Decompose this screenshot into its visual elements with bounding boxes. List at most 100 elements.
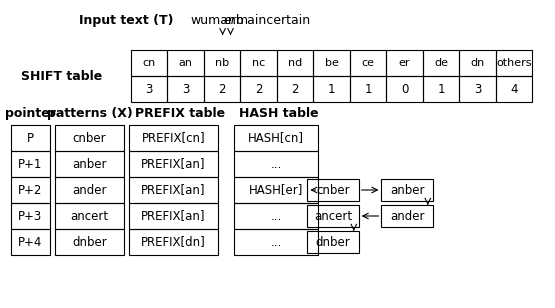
Text: be: be	[325, 58, 339, 68]
Text: nc: nc	[252, 58, 265, 68]
Bar	[55, 151, 124, 177]
Text: ancert: ancert	[314, 209, 352, 222]
Text: HASH[er]: HASH[er]	[249, 184, 304, 197]
Text: ander: ander	[72, 184, 107, 197]
Text: cnber: cnber	[73, 132, 107, 144]
Text: ...: ...	[271, 157, 282, 171]
Bar	[381, 179, 433, 201]
Bar	[129, 125, 218, 151]
Text: ...: ...	[271, 209, 282, 222]
Bar	[307, 205, 359, 227]
Bar	[11, 125, 50, 151]
Text: wumanb: wumanb	[190, 14, 244, 26]
Bar	[234, 151, 318, 177]
Bar	[234, 229, 318, 255]
Text: 2: 2	[291, 83, 299, 95]
Text: cnber: cnber	[316, 184, 350, 197]
Text: anber: anber	[390, 184, 425, 197]
Text: 3: 3	[474, 83, 481, 95]
Bar	[234, 177, 318, 203]
Bar	[55, 229, 124, 255]
Bar	[204, 50, 240, 76]
Bar	[277, 50, 314, 76]
Bar	[234, 203, 318, 229]
Bar	[11, 151, 50, 177]
Bar	[460, 50, 496, 76]
Bar	[129, 229, 218, 255]
Text: nb: nb	[215, 58, 229, 68]
Bar	[240, 76, 277, 102]
Bar	[204, 76, 240, 102]
Text: ...: ...	[271, 236, 282, 249]
Text: P+2: P+2	[18, 184, 43, 197]
Text: PREFIX[cn]: PREFIX[cn]	[142, 132, 205, 144]
Text: PREFIX[dn]: PREFIX[dn]	[141, 236, 206, 249]
Text: P+1: P+1	[18, 157, 43, 171]
Text: P+4: P+4	[18, 236, 43, 249]
Bar	[496, 50, 532, 76]
Bar	[350, 50, 386, 76]
Bar	[168, 50, 204, 76]
Bar	[314, 50, 350, 76]
Text: 3: 3	[145, 83, 153, 95]
Bar	[386, 50, 423, 76]
Text: 1: 1	[364, 83, 372, 95]
Text: Input text (T): Input text (T)	[79, 14, 173, 26]
Text: PREFIX[an]: PREFIX[an]	[141, 209, 205, 222]
Bar	[381, 205, 433, 227]
Bar	[234, 125, 318, 151]
Text: dnber: dnber	[72, 236, 107, 249]
Bar	[307, 231, 359, 253]
Text: P: P	[27, 132, 34, 144]
Bar	[386, 76, 423, 102]
Bar	[55, 125, 124, 151]
Text: ce: ce	[362, 58, 375, 68]
Bar	[131, 50, 168, 76]
Text: an: an	[179, 58, 193, 68]
Bar	[496, 76, 532, 102]
Text: er: er	[224, 14, 236, 26]
Text: 2: 2	[218, 83, 226, 95]
Bar	[55, 203, 124, 229]
Text: HASH[cn]: HASH[cn]	[249, 132, 304, 144]
Bar	[129, 203, 218, 229]
Text: 1: 1	[437, 83, 445, 95]
Bar	[307, 179, 359, 201]
Text: dnber: dnber	[316, 236, 350, 249]
Bar	[168, 76, 204, 102]
Bar	[131, 76, 168, 102]
Text: 4: 4	[510, 83, 518, 95]
Text: HASH table: HASH table	[239, 107, 319, 120]
Text: pointer: pointer	[5, 107, 56, 120]
Bar	[11, 203, 50, 229]
Bar	[240, 50, 277, 76]
Bar	[423, 50, 460, 76]
Text: anber: anber	[72, 157, 107, 171]
Text: SHIFT table: SHIFT table	[21, 70, 103, 83]
Text: P+3: P+3	[18, 209, 42, 222]
Text: PREFIX[an]: PREFIX[an]	[141, 157, 205, 171]
Text: PREFIX table: PREFIX table	[135, 107, 225, 120]
Bar	[11, 177, 50, 203]
Text: 0: 0	[401, 83, 408, 95]
Text: maincertain: maincertain	[235, 14, 311, 26]
Text: dn: dn	[471, 58, 485, 68]
Text: cn: cn	[143, 58, 156, 68]
Bar	[277, 76, 314, 102]
Bar	[129, 151, 218, 177]
Bar	[350, 76, 386, 102]
Text: de: de	[434, 58, 448, 68]
Bar	[55, 177, 124, 203]
Bar	[423, 76, 460, 102]
Text: PREFIX[an]: PREFIX[an]	[141, 184, 205, 197]
Text: er: er	[399, 58, 410, 68]
Text: ancert: ancert	[70, 209, 109, 222]
Bar	[460, 76, 496, 102]
Text: 3: 3	[182, 83, 189, 95]
Bar	[129, 177, 218, 203]
Text: 1: 1	[328, 83, 335, 95]
Text: patterns (X): patterns (X)	[47, 107, 132, 120]
Text: 2: 2	[255, 83, 263, 95]
Text: ander: ander	[390, 209, 425, 222]
Text: others: others	[496, 58, 532, 68]
